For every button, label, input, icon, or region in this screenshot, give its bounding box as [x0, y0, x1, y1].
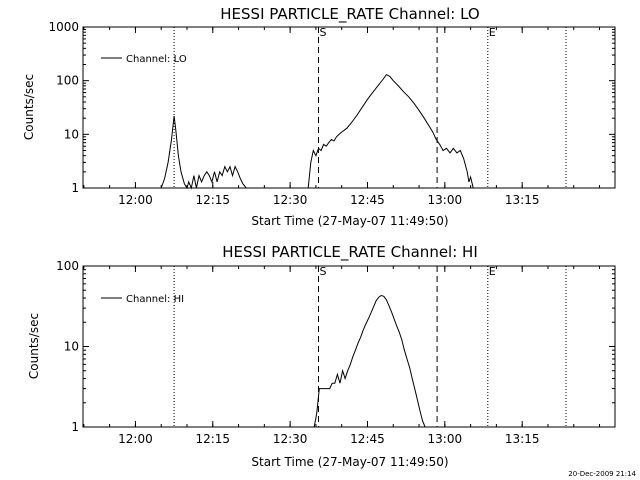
x-tick-label: 12:45 — [350, 432, 385, 446]
y-tick-label: 100 — [56, 259, 79, 273]
legend-label: Channel: LO — [126, 54, 187, 65]
y-tick-label: 10 — [64, 127, 79, 141]
y-axis-ticks: 1 10 100 1000 — [48, 20, 615, 195]
chart-title: HESSI PARTICLE_RATE Channel: HI — [222, 243, 478, 262]
chart-title: HESSI PARTICLE_RATE Channel: LO — [220, 5, 479, 24]
x-tick-label: 13:00 — [428, 432, 463, 446]
legend: Channel: HI — [101, 294, 184, 305]
x-tick-label: 13:00 — [428, 193, 463, 207]
x-tick-label: 12:30 — [273, 193, 308, 207]
x-tick-label: 13:15 — [505, 432, 540, 446]
series-line — [313, 294, 426, 428]
x-axis-ticks: 12:00 12:15 12:30 12:45 13:00 13:15 — [83, 27, 601, 207]
series-line — [160, 73, 474, 190]
x-tick-label: 12:00 — [118, 432, 153, 446]
timestamp: 20-Dec-2009 21:14 — [568, 470, 636, 478]
plot-frame — [82, 265, 616, 428]
x-tick-label: 12:00 — [118, 193, 153, 207]
y-tick-label: 100 — [56, 74, 79, 88]
y-tick-label: 10 — [64, 340, 79, 354]
legend: Channel: LO — [101, 54, 187, 65]
y-tick-label: 1 — [71, 181, 79, 195]
x-axis-ticks: 12:00 12:15 12:30 12:45 13:00 13:15 — [83, 266, 601, 446]
y-tick-label: 1 — [71, 420, 79, 434]
x-axis-label: Start Time (27-May-07 11:49:50) — [251, 455, 448, 469]
y-tick-label: 1000 — [48, 20, 79, 34]
y-axis-label: Counts/sec — [27, 313, 41, 379]
x-tick-label: 12:45 — [350, 193, 385, 207]
plot-frame — [82, 26, 616, 189]
legend-label: Channel: HI — [126, 294, 184, 305]
marker-label: S — [319, 265, 326, 278]
marker-label: E — [489, 26, 496, 39]
x-axis-label: Start Time (27-May-07 11:49:50) — [251, 214, 448, 228]
y-axis-ticks: 1 10 100 — [56, 259, 615, 434]
x-tick-label: 12:15 — [195, 193, 230, 207]
x-tick-label: 12:15 — [195, 432, 230, 446]
y-axis-label: Counts/sec — [22, 74, 36, 140]
marker-label: S — [319, 26, 326, 39]
x-tick-label: 12:30 — [273, 432, 308, 446]
x-tick-label: 13:15 — [505, 193, 540, 207]
marker-label: E — [489, 265, 496, 278]
